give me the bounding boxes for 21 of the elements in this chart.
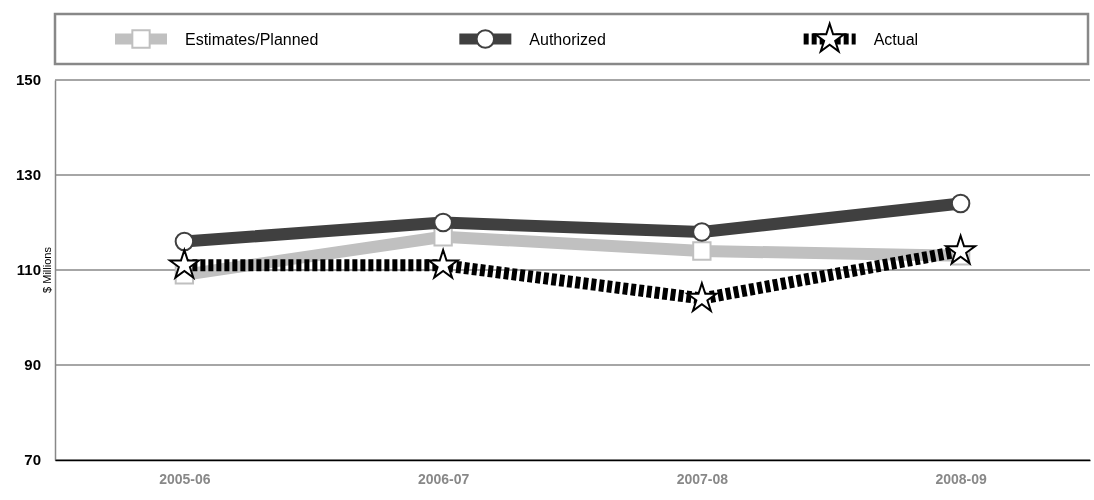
y-tick-label: 70	[24, 451, 41, 469]
point	[692, 222, 712, 242]
x-tick-label: 2005-06	[159, 470, 211, 487]
y-tick-label: 130	[15, 166, 41, 184]
point	[692, 241, 712, 261]
legend-label: Estimates/Planned	[185, 31, 319, 48]
x-tick-label: 2006-07	[417, 470, 470, 487]
y-tick-label: 110	[16, 261, 41, 279]
point	[168, 249, 200, 279]
x-tick-label: 2007-08	[676, 470, 729, 487]
legend-label: Actual	[873, 31, 919, 48]
point	[433, 212, 453, 233]
x-tick-label: 2008-09	[935, 470, 988, 487]
legend-label: Authorized	[529, 31, 606, 48]
point	[686, 282, 718, 312]
y-tick-label: 90	[24, 356, 41, 374]
point	[174, 231, 195, 252]
point	[950, 193, 971, 214]
y-tick-label: 150	[15, 71, 41, 89]
point	[427, 249, 459, 279]
y-axis-title: $ Millions	[41, 246, 53, 293]
